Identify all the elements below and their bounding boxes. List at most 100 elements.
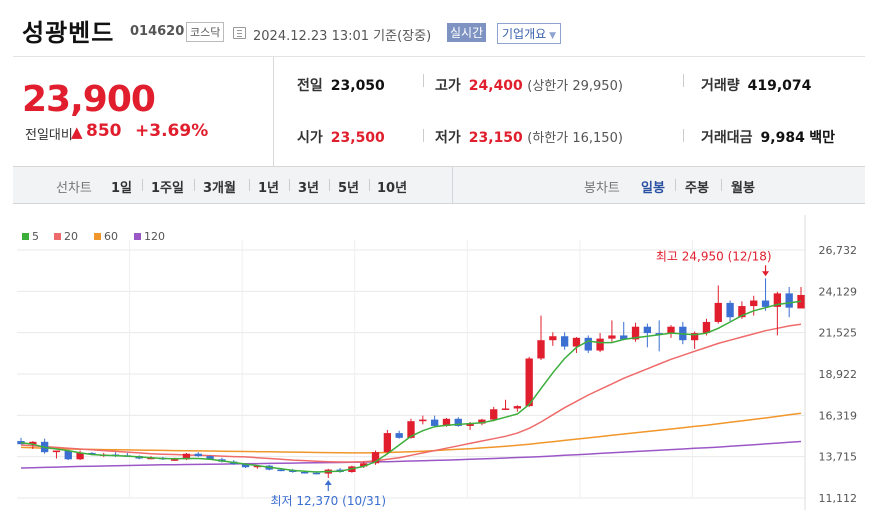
ma60-line [20,412,802,454]
high-arrow-head [762,271,770,277]
candle-body [170,459,179,461]
candle-body [419,419,427,422]
candle-body [88,452,96,455]
legend-swatch [94,233,101,240]
divider [683,129,684,142]
stock-name[interactable]: 성광벤드 [22,19,115,47]
volume-cell: 거래량 419,074 [701,75,811,95]
divider [249,179,250,191]
candle-body [655,333,663,335]
candle-body [300,471,309,474]
candle-chart-label: 봉차트 [584,181,620,196]
candle-body [52,450,61,453]
legend-label: 60 [104,230,118,243]
candle-body [750,300,758,307]
trade-value: 9,984 [760,130,805,146]
divider [369,179,370,191]
candle-body [253,465,262,468]
candle-body [312,472,321,475]
chart-canvas: 26,732 24,129 21,525 18,922 16,319 13,715 11,1… [17,215,858,510]
candle-body [241,464,250,468]
candle-body [490,409,498,420]
stock-widget: 성광벤드 014620 코스닥 2024.12.23 13:01 기준(장중) … [13,0,865,510]
tab-5-years[interactable]: 5년 [338,181,360,196]
tab-weekly-candle[interactable]: 주봉 [685,181,709,196]
tab-10-years[interactable]: 10년 [377,181,408,196]
prev-close-value: 23,050 [330,78,385,94]
volume-value: 419,074 [747,78,812,94]
candle-body [76,452,84,460]
candle-body [454,418,462,426]
candle-body [549,336,557,341]
ma20-line [20,323,802,463]
up-triangle-icon: ▲ [71,123,83,141]
candle-body [738,306,746,318]
candle-body [513,406,522,409]
tab-3-months[interactable]: 3개월 [203,181,236,196]
caret-down-icon: ▼ [549,31,557,41]
tab-1-day[interactable]: 1일 [111,181,133,196]
candlestick-chart[interactable]: 26,732 24,129 21,525 18,922 16,319 13,715 11,1… [13,205,865,510]
candle-body [182,453,191,460]
y-tick-label: 13,715 [819,451,858,464]
candle-body [289,470,297,472]
tab-3-years[interactable]: 3년 [298,181,320,196]
price-change-percent: +3.69% [135,121,209,141]
candle-body [631,326,640,340]
tab-monthly-candle[interactable]: 월봉 [731,181,755,196]
divider [329,179,330,191]
ma5-line [20,300,802,473]
legend-swatch [54,233,61,240]
trade-value-cell: 거래대금 9,984 백만 [701,127,835,147]
y-tick-label: 11,112 [819,492,858,505]
legend-label: 120 [144,230,165,243]
y-tick-label: 24,129 [819,285,858,298]
market-badge: 코스닥 [186,22,225,42]
upper-limit-value: 29,950 [572,79,618,94]
current-price-panel: 23,900 전일대비 ▲ 850 +3.69% [13,57,274,167]
tab-1-year[interactable]: 1년 [258,181,280,196]
tab-1-week[interactable]: 1주일 [151,181,184,196]
divider [683,74,684,87]
trade-value-unit: 백만 [809,130,836,146]
tab-daily-candle[interactable]: 일봉 [641,181,665,196]
candle-body [407,421,415,438]
high-cell: 고가 24,400 (상한가 29,950) [435,78,623,94]
realtime-badge[interactable]: 실시간 [447,23,487,42]
change-label: 전일대비 [25,128,73,143]
candle-body [277,469,285,472]
candle-body [572,337,581,347]
company-overview-label: 기업개요 [502,27,547,41]
candle-body [596,338,604,351]
candle-body [773,293,782,307]
high-label: 고가 [435,78,461,94]
candle-body [714,302,722,322]
high-value: 24,400 [468,78,523,94]
prev-close-label: 전일 [297,78,323,94]
legend-swatch [22,233,29,240]
candle-body [194,453,202,457]
candle-body [608,335,616,339]
candle-body [442,418,451,426]
trade-value-label: 거래대금 [701,130,753,146]
volume-label: 거래량 [701,78,740,94]
y-tick-label: 21,525 [819,327,858,340]
candle-body [690,333,699,341]
candle-body [560,336,569,347]
high-annotation: 최고 24,950 (12/18) [656,249,772,263]
candle-body [383,433,392,453]
open-label: 시가 [297,130,323,146]
divider [289,179,290,191]
lower-limit-value: 16,150 [572,131,618,146]
candle-body [667,326,675,334]
y-tick-label: 26,732 [819,244,858,257]
price-change: 850 [86,121,122,141]
y-tick-label: 16,319 [819,409,858,422]
candle-body [206,456,214,460]
calendar-clock-icon [233,27,246,39]
stock-code: 014620 [130,24,185,39]
candle-body [785,293,793,308]
candle-body [761,300,770,307]
company-overview-button[interactable]: 기업개요 ▼ [497,23,562,44]
low-label: 저가 [435,130,461,146]
